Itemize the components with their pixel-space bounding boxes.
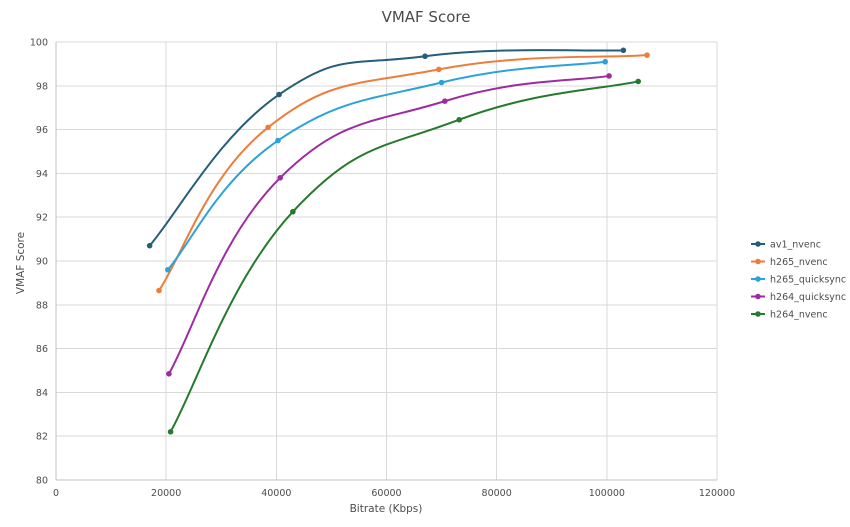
- y-tick-label: 92: [36, 213, 48, 224]
- series-point-av1_nvenc: [146, 242, 153, 249]
- x-tick-label: 120000: [699, 488, 735, 499]
- y-tick-label: 100: [30, 38, 48, 49]
- legend-label: h265_quicksync: [770, 275, 846, 286]
- x-tick-label: 20000: [151, 488, 181, 499]
- series-h265_nvenc: [156, 52, 650, 294]
- series-point-h265_nvenc: [436, 66, 442, 73]
- chart-axes: 80 82 84 86 88 90 92 94 96 98 100 0 20000 40000 60000 8…: [30, 38, 735, 500]
- legend-label: h264_nvenc: [770, 310, 828, 321]
- legend-item-h264_quicksync: h264_quicksync: [751, 292, 846, 303]
- y-tick-label: 98: [36, 81, 48, 92]
- series-point-h264_quicksync: [277, 174, 283, 181]
- series-av1_nvenc: [146, 47, 627, 249]
- x-axis-label: Bitrate (Kbps): [350, 503, 423, 515]
- y-tick-label: 84: [36, 388, 48, 399]
- series-point-h264_nvenc: [456, 116, 463, 123]
- legend-item-h265_nvenc: h265_nvenc: [751, 257, 828, 268]
- y-tick-label: 88: [36, 300, 48, 311]
- series-point-h265_quicksync: [438, 79, 445, 86]
- series-point-h265_quicksync: [275, 137, 281, 144]
- legend-label: h265_nvenc: [770, 257, 828, 268]
- x-tick-label: 40000: [261, 488, 291, 499]
- series-point-h265_nvenc: [156, 287, 162, 294]
- y-tick-label: 90: [36, 257, 48, 268]
- series-point-av1_nvenc: [422, 53, 428, 60]
- chart-title: VMAF Score: [382, 8, 471, 26]
- series-h264_quicksync: [166, 73, 612, 377]
- y-tick-label: 94: [36, 169, 48, 180]
- series-point-h265_nvenc: [265, 124, 271, 131]
- legend-label: h264_quicksync: [770, 292, 846, 303]
- series-point-h264_nvenc: [290, 208, 296, 215]
- legend-swatch-point: [755, 293, 761, 300]
- series-point-h265_quicksync: [165, 266, 171, 273]
- series-line-h264_nvenc: [169, 80, 640, 433]
- series-point-av1_nvenc: [620, 47, 627, 54]
- series-point-h265_quicksync: [602, 58, 608, 65]
- series-point-h264_nvenc: [635, 78, 642, 85]
- series-point-h264_quicksync: [606, 73, 612, 79]
- legend-swatch-point: [755, 241, 761, 247]
- x-tick-label: 100000: [589, 488, 625, 499]
- legend-item-h265_quicksync: h265_quicksync: [751, 275, 846, 286]
- legend-swatch-point: [755, 276, 761, 282]
- series-point-h264_quicksync: [442, 98, 448, 104]
- series-line-h265_quicksync: [166, 60, 607, 271]
- chart-grid: [55, 41, 718, 481]
- series-line-av1_nvenc: [148, 49, 625, 247]
- series-h264_nvenc: [167, 78, 642, 435]
- legend-label: av1_nvenc: [770, 240, 821, 251]
- x-tick-label: 80000: [482, 488, 512, 499]
- y-tick-label: 96: [36, 125, 48, 136]
- series-point-h265_nvenc: [644, 52, 650, 58]
- legend-swatch-point: [755, 258, 761, 265]
- series-point-h264_nvenc: [167, 429, 174, 435]
- legend-item-av1_nvenc: av1_nvenc: [751, 240, 821, 251]
- y-tick-label: 80: [36, 476, 48, 487]
- y-tick-label: 82: [36, 432, 48, 443]
- series-line-h265_nvenc: [158, 54, 649, 292]
- series-point-av1_nvenc: [276, 91, 282, 98]
- x-tick-label: 60000: [371, 488, 401, 499]
- chart-series-layer: [146, 47, 650, 435]
- series-line-h264_quicksync: [167, 74, 611, 375]
- legend-swatch-point: [755, 311, 761, 317]
- series-h265_quicksync: [165, 58, 608, 273]
- y-axis-label: VMAF Score: [15, 232, 27, 294]
- legend-item-h264_nvenc: h264_nvenc: [751, 310, 828, 321]
- y-tick-label: 86: [36, 344, 48, 355]
- series-point-h264_quicksync: [166, 370, 172, 377]
- chart-legend: av1_nvenc h265_nvenc h265_quicksync h264_qu…: [751, 240, 846, 321]
- x-tick-label: 0: [53, 488, 59, 499]
